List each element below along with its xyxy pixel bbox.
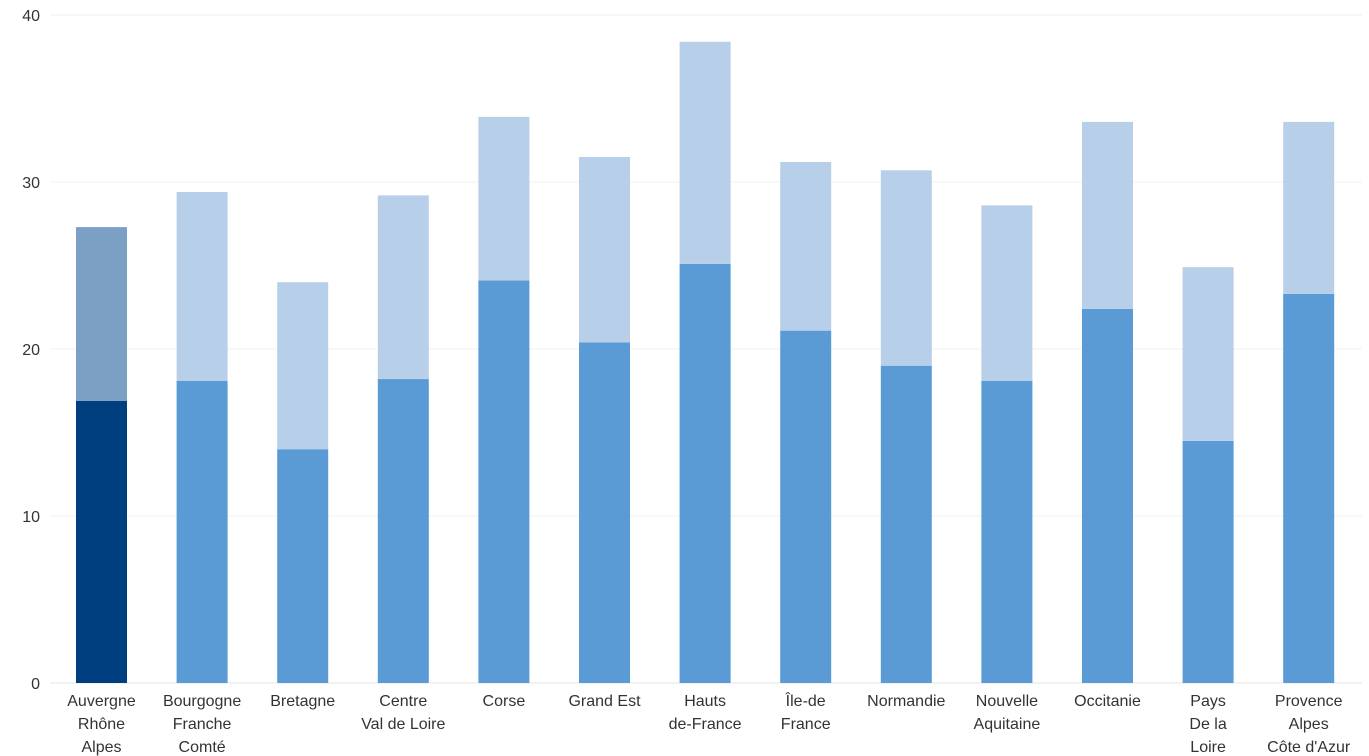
bar-lower-segment[interactable] — [1082, 308, 1133, 683]
y-tick-label: 10 — [22, 509, 40, 526]
x-category-label: Bretagne — [270, 693, 335, 710]
y-tick-label: 40 — [22, 8, 40, 25]
y-tick-label: 20 — [22, 342, 40, 359]
bar-lower-segment[interactable] — [880, 365, 932, 683]
x-category-label: Île-de France — [781, 691, 831, 733]
bar-upper-segment[interactable] — [377, 195, 429, 380]
bar-upper-segment[interactable] — [1283, 121, 1335, 294]
y-tick-label: 0 — [31, 676, 40, 693]
bar-upper-segment[interactable] — [579, 156, 630, 343]
bar-lower-segment[interactable] — [679, 263, 731, 683]
bar-upper-segment[interactable] — [679, 41, 731, 264]
bar-upper-segment[interactable] — [478, 116, 530, 281]
x-category-label: Auvergne Rhône Alpes — [67, 693, 136, 756]
bar-upper-segment[interactable] — [981, 205, 1033, 381]
bar-upper-segment[interactable] — [76, 227, 127, 401]
x-category-label: Normandie — [867, 693, 945, 710]
bar-lower-segment[interactable] — [1182, 440, 1234, 683]
y-axis: 0 10 20 30 40 — [22, 8, 40, 693]
bar-lower-segment[interactable] — [478, 280, 530, 683]
bar-lower-segment[interactable] — [76, 400, 127, 683]
bar-lower-segment[interactable] — [1283, 293, 1335, 683]
x-category-label: Pays De la Loire — [1189, 693, 1226, 756]
x-axis: Auvergne Rhône Alpes Bourgogne Franche Comté B… — [67, 691, 1351, 756]
bar-lower-segment[interactable] — [780, 330, 832, 683]
bar-upper-segment[interactable] — [277, 282, 329, 450]
x-category-label: Nouvelle Aquitaine — [974, 693, 1041, 733]
bar-lower-segment[interactable] — [176, 380, 228, 683]
x-category-label: Provence Alpes Côte d'Azur — [1267, 693, 1351, 756]
bar-upper-segment[interactable] — [880, 170, 932, 366]
bar-upper-segment[interactable] — [780, 161, 832, 331]
y-tick-label: 30 — [22, 175, 40, 192]
bar-lower-segment[interactable] — [981, 380, 1033, 683]
bars — [76, 41, 1335, 683]
bar-upper-segment[interactable] — [176, 192, 228, 381]
bar-lower-segment[interactable] — [579, 342, 630, 683]
x-category-label: Hauts de-France — [669, 693, 742, 733]
x-category-label: Corse — [483, 693, 526, 710]
x-category-label: Bourgogne Franche Comté — [163, 693, 241, 756]
bar-upper-segment[interactable] — [1082, 121, 1133, 309]
x-category-label: Centre Val de Loire — [361, 693, 445, 733]
x-category-label: Grand Est — [568, 693, 641, 710]
bar-lower-segment[interactable] — [377, 379, 429, 683]
bar-lower-segment[interactable] — [277, 449, 329, 683]
x-category-label: Occitanie — [1074, 693, 1141, 710]
bar-upper-segment[interactable] — [1182, 267, 1234, 441]
